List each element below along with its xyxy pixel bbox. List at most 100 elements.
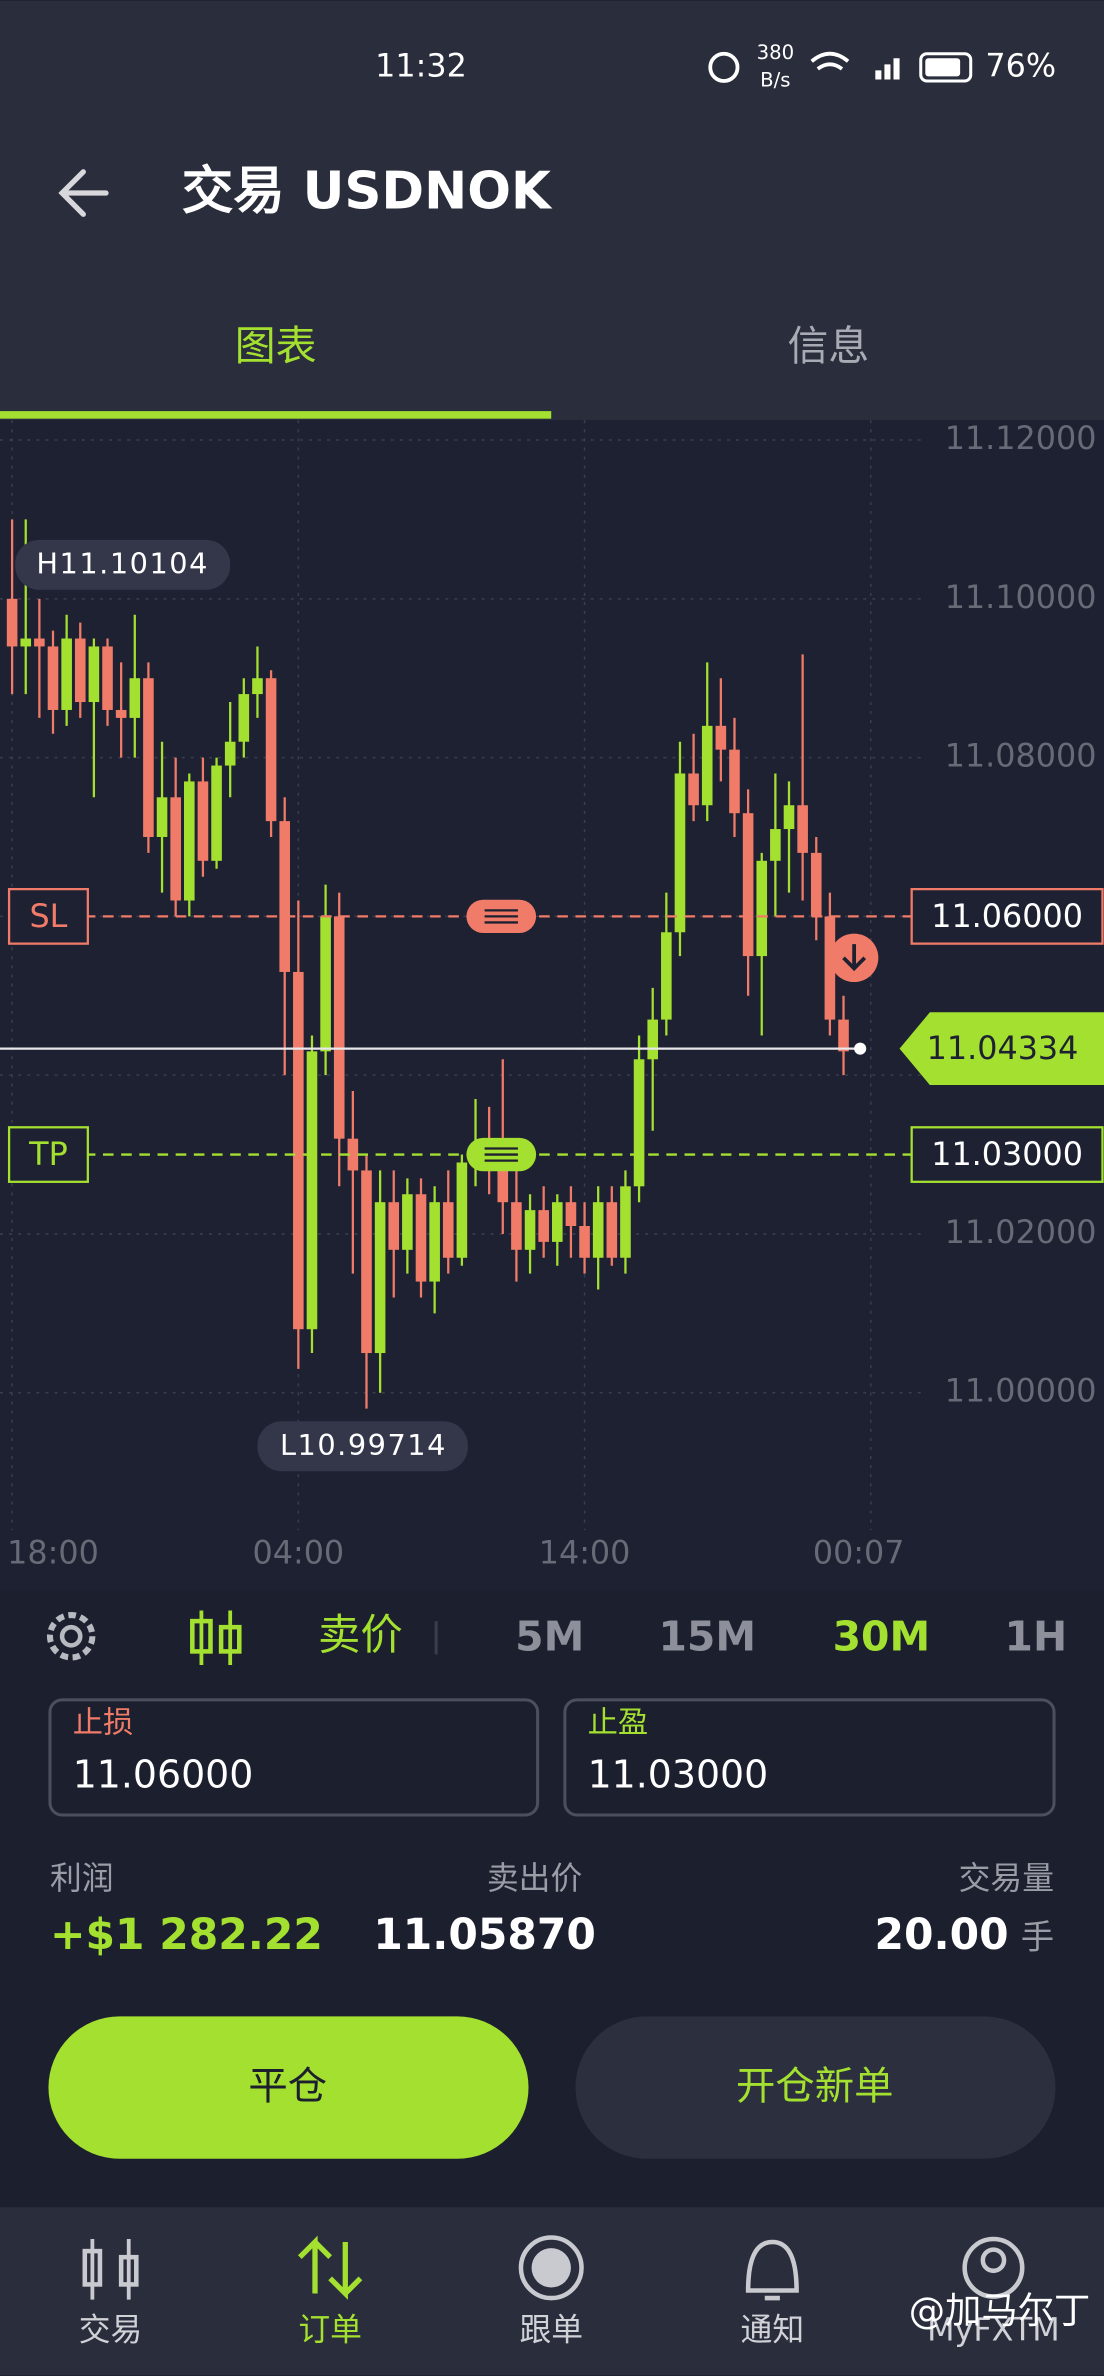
sell-price-value: 11.05870 bbox=[373, 1910, 596, 1959]
candle-body bbox=[224, 741, 236, 766]
price-type[interactable]: 卖价 bbox=[318, 1610, 403, 1659]
net-unit: B/s bbox=[760, 68, 790, 91]
take-profit-input[interactable] bbox=[563, 1698, 1056, 1817]
candle-body bbox=[374, 1202, 386, 1354]
candle-body bbox=[729, 749, 740, 814]
nav-item[interactable]: MyFXTM bbox=[927, 2311, 1060, 2348]
wifi-icon bbox=[810, 51, 850, 71]
current-price-tag-bg bbox=[899, 1012, 1104, 1085]
x-tick-label: 00:07 bbox=[813, 1534, 905, 1571]
settings-button[interactable] bbox=[46, 1612, 96, 1661]
candle-icon-body bbox=[218, 1624, 242, 1654]
candle-body bbox=[633, 1059, 645, 1187]
candle-body bbox=[756, 860, 768, 957]
timeframe[interactable]: 15M bbox=[658, 1612, 756, 1660]
high-label: H11.10104 bbox=[36, 547, 209, 581]
stop-loss-input[interactable] bbox=[48, 1698, 540, 1817]
candle-body bbox=[293, 971, 304, 1330]
candle-body bbox=[143, 678, 154, 837]
candle-body bbox=[715, 725, 727, 750]
candle-body bbox=[156, 797, 168, 837]
new-order-button-text: 开仓新单 bbox=[736, 2064, 893, 2110]
candle-body bbox=[333, 916, 345, 1139]
nav-item[interactable]: 通知 bbox=[741, 2311, 805, 2348]
candle-body bbox=[238, 694, 250, 742]
candle-body bbox=[170, 797, 181, 901]
gear-center bbox=[59, 1624, 83, 1648]
candle-body bbox=[265, 678, 277, 822]
chart-type-icon[interactable] bbox=[190, 1610, 242, 1666]
nav-icon-trade bbox=[82, 2238, 139, 2300]
nav-icon-profile bbox=[962, 2236, 1025, 2299]
candle-body bbox=[197, 781, 209, 861]
x-tick-label: 14:00 bbox=[539, 1534, 631, 1571]
candle-body bbox=[565, 1202, 577, 1227]
sell-marker-arrow bbox=[842, 944, 867, 972]
candle-body bbox=[688, 773, 699, 806]
candle-body bbox=[252, 678, 263, 695]
new-order-button[interactable] bbox=[575, 2016, 1056, 2159]
close-button-text: 平仓 bbox=[248, 2064, 327, 2110]
y-tick-label: 11.12000 bbox=[945, 420, 1097, 457]
stop-loss-label: 止损 bbox=[73, 1706, 134, 1741]
timeframe[interactable]: 5M bbox=[515, 1612, 584, 1660]
stop-loss-price-bg bbox=[910, 887, 1104, 945]
back-button[interactable] bbox=[58, 169, 109, 217]
candle-body bbox=[783, 805, 795, 830]
stop-loss-value: 11.06000 bbox=[73, 1753, 254, 1797]
y-tick-label: 11.08000 bbox=[945, 738, 1097, 775]
timeframes: 5M 15M 30M 1H bbox=[515, 1612, 1067, 1660]
battery-text: 76% bbox=[985, 47, 1056, 84]
nav-item[interactable]: 交易 bbox=[79, 2311, 143, 2348]
candle-body bbox=[810, 852, 822, 917]
candle-body bbox=[102, 646, 113, 710]
candle-body bbox=[129, 678, 141, 718]
bottom-nav: 交易 订单 跟单 通知 MyFXTM bbox=[79, 2311, 1060, 2348]
tab[interactable]: 信息 bbox=[788, 322, 870, 370]
candle-body bbox=[606, 1202, 618, 1258]
gear-icon bbox=[46, 1612, 96, 1661]
profit-value: +$1 282.22 bbox=[50, 1910, 323, 1959]
stop-loss-handle-grip bbox=[484, 909, 518, 924]
candle-body bbox=[647, 1019, 659, 1060]
candle-body bbox=[456, 1162, 468, 1258]
close-button[interactable] bbox=[48, 2016, 529, 2159]
nav-icon-copy-inner bbox=[531, 2248, 571, 2288]
tab[interactable]: 图表 bbox=[235, 322, 317, 370]
candle-body bbox=[115, 709, 127, 718]
battery-level bbox=[925, 58, 961, 77]
nav-icon-profile-head bbox=[980, 2247, 1007, 2274]
candle-body bbox=[524, 1210, 536, 1250]
candle-body bbox=[701, 725, 713, 806]
net-speed: 380 bbox=[757, 41, 795, 64]
candle-body bbox=[184, 781, 195, 901]
nav-icon-bell bbox=[745, 2239, 799, 2301]
watermark: @加马尔丁 bbox=[909, 2289, 1091, 2332]
candle-body bbox=[797, 805, 808, 853]
tabs: 图表 信息 bbox=[0, 322, 869, 419]
x-tick-label: 04:00 bbox=[253, 1534, 345, 1571]
candle-body bbox=[429, 1202, 440, 1282]
nav-item[interactable]: 跟单 bbox=[519, 2311, 583, 2348]
candle-body bbox=[20, 638, 32, 647]
candle-body bbox=[320, 916, 331, 1052]
status-time: 11:32 bbox=[375, 47, 467, 84]
take-profit-price-bg bbox=[910, 1126, 1104, 1183]
take-profit-label: 止盈 bbox=[588, 1706, 649, 1741]
y-tick-label: 11.02000 bbox=[945, 1214, 1097, 1251]
volume-label: 交易量 bbox=[959, 1860, 1054, 1897]
take-profit-tag: TP bbox=[28, 1136, 68, 1173]
nav-item[interactable]: 订单 bbox=[298, 2311, 362, 2348]
timeframe[interactable]: 30M bbox=[833, 1612, 931, 1660]
candlestick-chart: 11.1200011.1000011.0800011.0600011.04000… bbox=[0, 420, 1104, 1571]
candle-body bbox=[34, 638, 45, 647]
candle-body bbox=[88, 646, 100, 703]
take-profit-value: 11.03000 bbox=[588, 1753, 769, 1797]
candle-body bbox=[402, 1194, 413, 1250]
nav-bg bbox=[0, 2207, 1104, 2376]
profit-label: 利润 bbox=[50, 1860, 114, 1897]
candle-body bbox=[538, 1210, 549, 1242]
timeframe[interactable]: 1H bbox=[1005, 1612, 1068, 1660]
